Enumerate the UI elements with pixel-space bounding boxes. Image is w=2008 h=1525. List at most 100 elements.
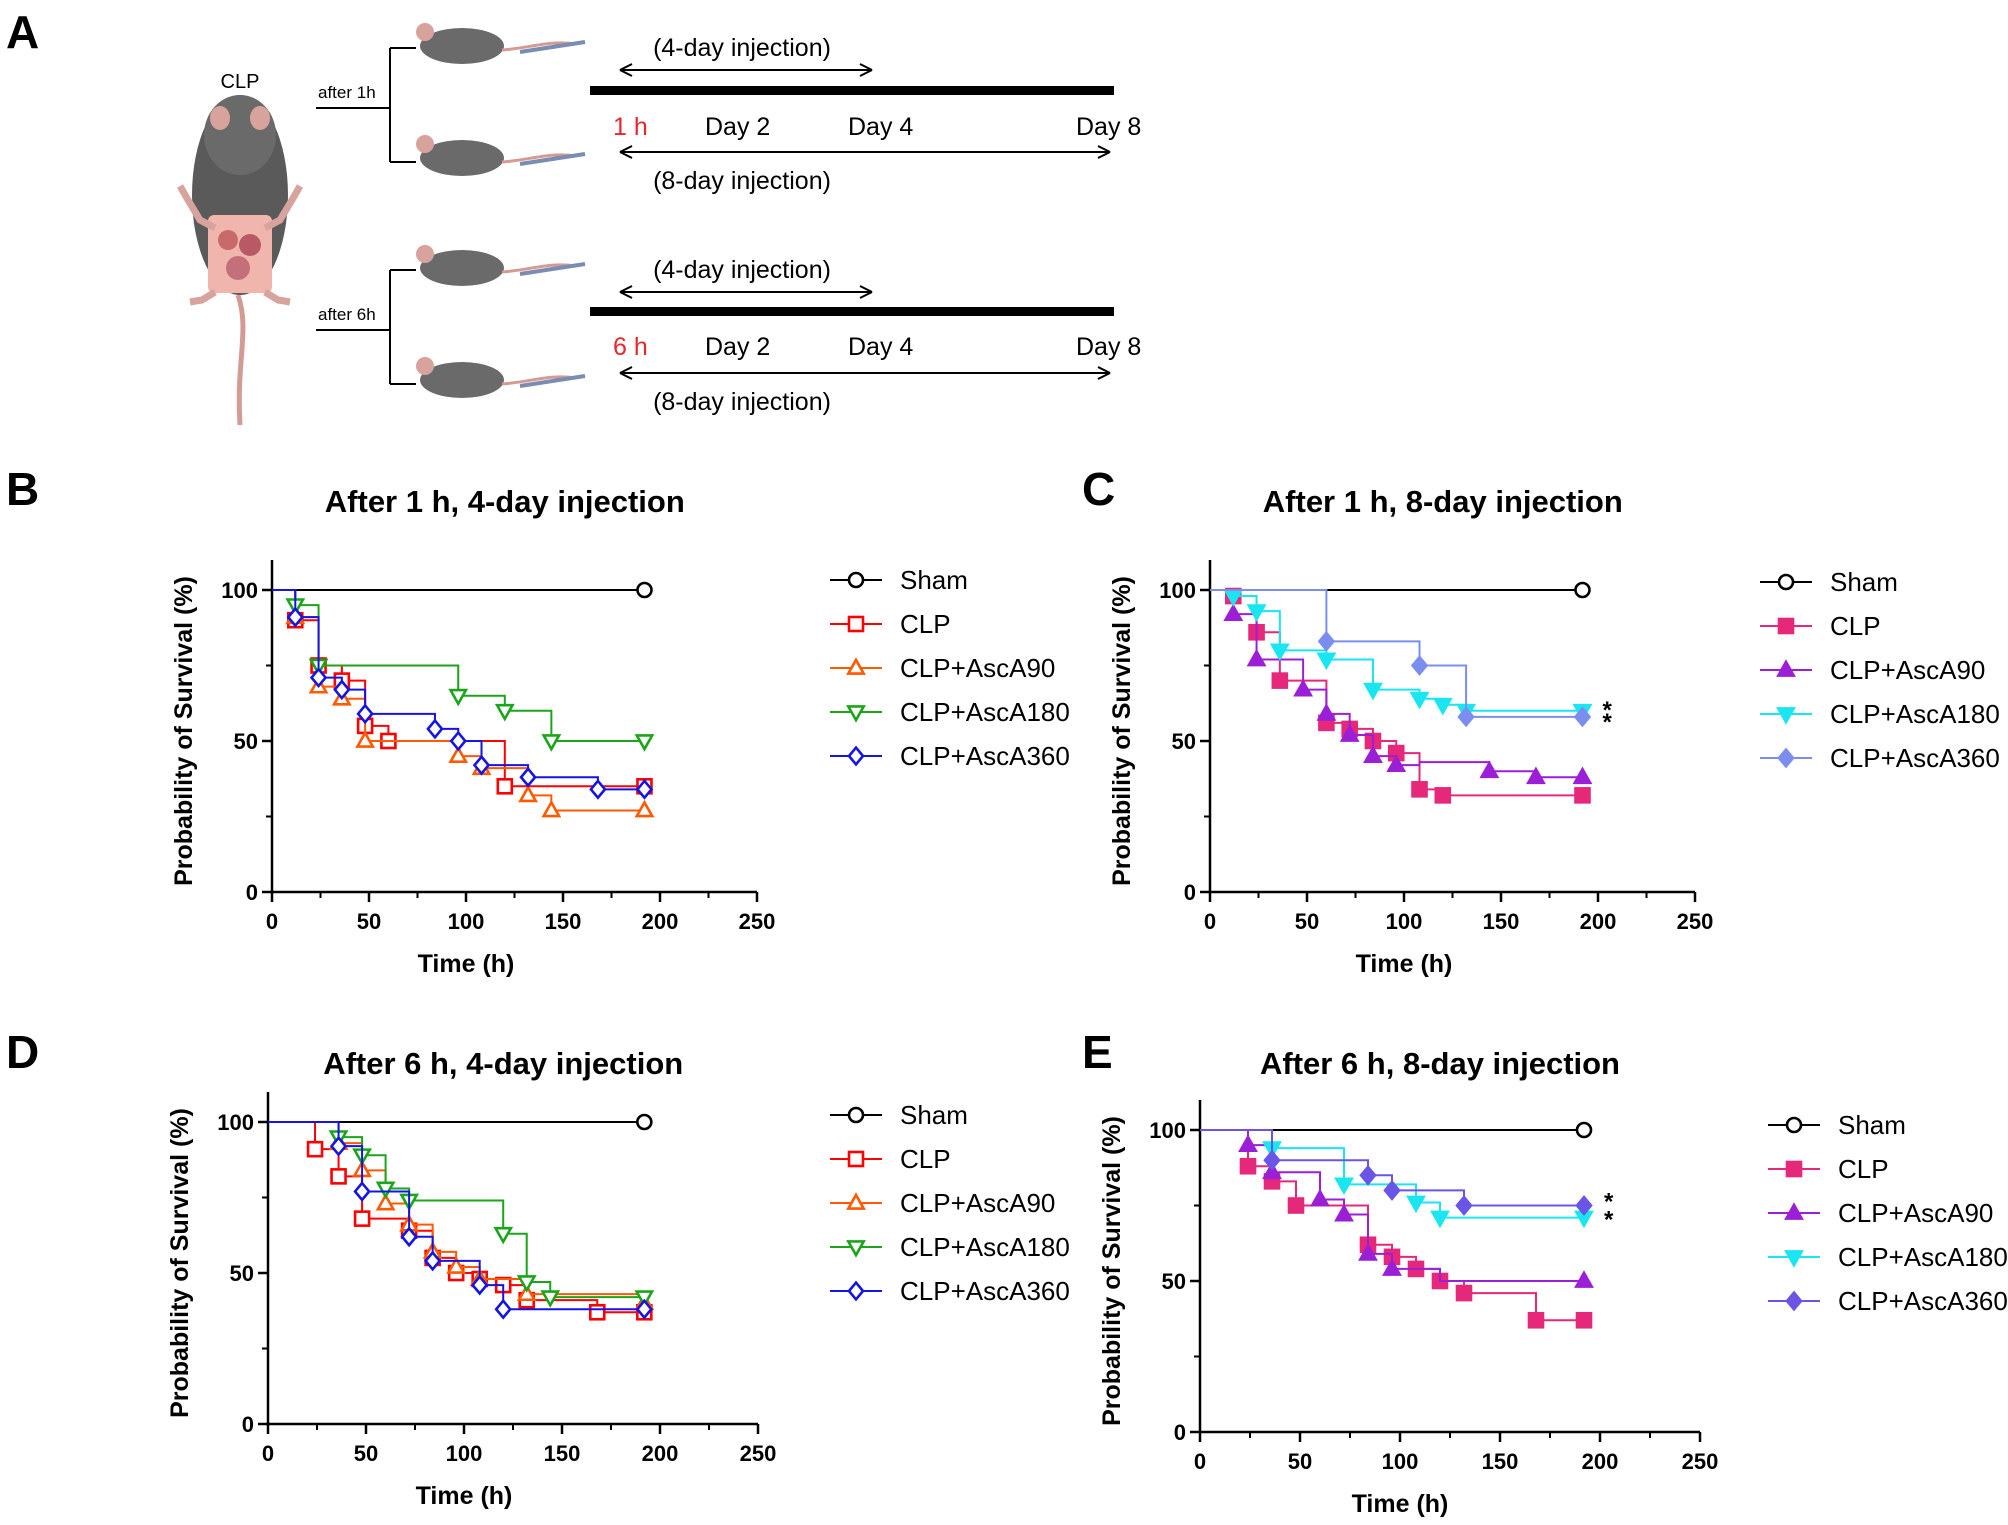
- branch-label-after-1h: after 1h: [318, 83, 376, 102]
- data-point: [1316, 652, 1337, 671]
- panel-letter-a: A: [6, 6, 39, 58]
- x-axis-label: Time (h): [1352, 1490, 1449, 1518]
- legend-label: CLP+AscA180: [900, 697, 1070, 727]
- data-point: [496, 777, 514, 795]
- y-axis-label: Probability of Survival (%): [1108, 576, 1136, 886]
- legend-label: CLP+AscA90: [900, 653, 1055, 683]
- x-tick-label: 0: [1194, 1449, 1206, 1474]
- data-point: [286, 606, 304, 628]
- timeline-day8: Day 8: [1076, 333, 1141, 361]
- legend-label: CLP: [1838, 1154, 1889, 1184]
- legend-marker: [847, 1106, 865, 1124]
- y-tick-label: 100: [221, 578, 258, 603]
- x-axis-label: Time (h): [418, 950, 515, 978]
- legend-label: Sham: [1830, 567, 1898, 597]
- x-tick-label: 50: [354, 1441, 378, 1466]
- legend-label: CLP+AscA360: [900, 1276, 1070, 1306]
- panel-letter: D: [6, 1026, 39, 1078]
- data-point: [400, 1226, 418, 1248]
- data-point: [1223, 603, 1244, 622]
- legend-label: CLP+AscA180: [1838, 1242, 2008, 1272]
- x-tick-label: 150: [544, 1441, 581, 1466]
- data-point: [1382, 1258, 1402, 1276]
- data-point: [1409, 691, 1430, 710]
- timeline-bar: [590, 86, 1114, 95]
- data-point: [426, 718, 444, 740]
- data-point: [519, 766, 537, 788]
- injected-mouse-illustration: [416, 135, 586, 176]
- legend-marker: [847, 615, 865, 633]
- panel-letter: B: [6, 463, 39, 515]
- chart-panel-c: C After 1 h, 8-day injection 0 50 100 150 200 2…: [1082, 463, 2000, 978]
- legend-label: CLP+AscA180: [900, 1232, 1070, 1262]
- branch-label-after-6h: after 6h: [318, 305, 376, 324]
- legend-label: CLP+AscA90: [1838, 1198, 1993, 1228]
- branch-after-6h: after 6h: [316, 269, 416, 385]
- data-point: [540, 1290, 561, 1308]
- data-point: [333, 679, 351, 701]
- data-point: [1455, 1195, 1473, 1216]
- data-point: [1434, 787, 1452, 804]
- legend-marker: [1784, 1250, 1804, 1268]
- timeline-start-1h: 1 h: [613, 113, 648, 141]
- y-tick-label: 100: [217, 1110, 254, 1135]
- legend-label: Sham: [1838, 1110, 1906, 1140]
- y-axis-label: Probability of Survival (%): [1098, 1116, 1126, 1426]
- x-tick-label: 100: [1382, 1449, 1419, 1474]
- x-tick-label: 50: [1288, 1449, 1312, 1474]
- data-point: [1316, 703, 1337, 721]
- data-point: [1239, 1157, 1257, 1175]
- timeline-bar: [590, 307, 1114, 316]
- x-tick-label: 250: [740, 1441, 777, 1466]
- data-point: [635, 1298, 654, 1320]
- data-point: [1317, 630, 1336, 652]
- y-tick-label: 0: [1174, 1420, 1186, 1445]
- data-point: [1383, 1179, 1401, 1201]
- legend-marker: [1777, 747, 1795, 769]
- data-point: [634, 734, 655, 752]
- data-point: [1574, 581, 1591, 599]
- data-point: [470, 1274, 489, 1296]
- injected-mouse-illustration: [416, 357, 586, 398]
- injected-mouse-illustration: [416, 23, 586, 64]
- legend-label: CLP+AscA90: [900, 1188, 1055, 1218]
- data-point: [541, 799, 562, 818]
- arrow-label-8day-6h: (8-day injection): [653, 388, 831, 416]
- legend-marker: [1777, 573, 1795, 591]
- data-point: [448, 688, 469, 707]
- data-point: [329, 1135, 348, 1157]
- significance-star: *: [1604, 1188, 1614, 1215]
- timeline-day2: Day 2: [705, 113, 770, 141]
- panel-a: A CLP after 1h: [6, 6, 1141, 426]
- data-point: [589, 778, 607, 800]
- chart-panel-b: B After 1 h, 4-day injection 0 50 100 150 200 2…: [6, 463, 1070, 978]
- data-point: [1406, 1195, 1426, 1214]
- data-point: [423, 1250, 442, 1272]
- legend-marker: [1784, 1202, 1804, 1220]
- data-point: [449, 730, 467, 752]
- data-point: [330, 1168, 347, 1185]
- data-point: [1310, 1188, 1330, 1207]
- significance-star: *: [1602, 709, 1612, 736]
- x-tick-label: 200: [1582, 1449, 1619, 1474]
- legend-marker: [846, 657, 866, 675]
- data-point: [541, 734, 562, 752]
- chart-title: After 6 h, 4-day injection: [323, 1046, 683, 1081]
- chart-title: After 1 h, 8-day injection: [1263, 484, 1623, 519]
- data-point: [493, 1226, 514, 1245]
- data-point: [448, 745, 469, 764]
- legend-marker: [847, 745, 865, 767]
- x-tick-label: 250: [1682, 1449, 1719, 1474]
- clp-mouse-label: CLP: [221, 71, 260, 93]
- data-point: [1430, 1210, 1450, 1229]
- data-point: [375, 1192, 396, 1211]
- branch-after-1h: after 1h: [316, 47, 416, 163]
- legend-label: CLP+AscA180: [1830, 699, 2000, 729]
- x-tick-label: 0: [1204, 909, 1216, 934]
- data-point: [588, 1303, 606, 1321]
- timeline-day4: Day 4: [848, 333, 913, 361]
- data-point: [1339, 724, 1360, 742]
- timeline-day2: Day 2: [705, 333, 770, 361]
- x-tick-label: 50: [1295, 909, 1319, 934]
